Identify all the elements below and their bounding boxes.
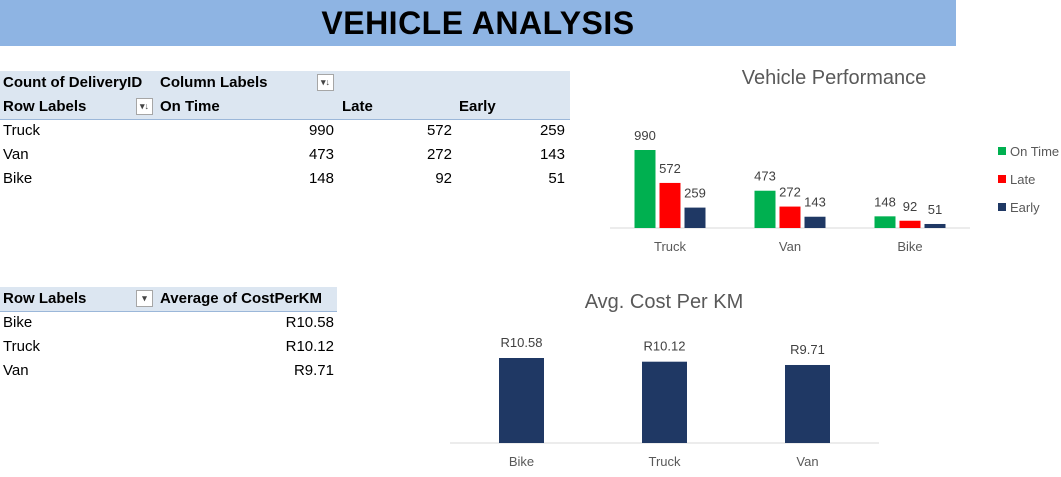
data-label: 473 — [754, 169, 776, 184]
pivot-header-row: Count of DeliveryID Column Labels ▾↓ — [0, 71, 570, 95]
category-label: Bike — [509, 454, 534, 469]
dashboard-banner: VEHICLE ANALYSIS — [0, 0, 956, 46]
bar-on-time — [874, 216, 896, 228]
legend-label: Early — [1010, 200, 1040, 215]
dashboard-title: VEHICLE ANALYSIS — [321, 4, 635, 41]
vehicle-performance-chart[interactable]: Vehicle Performance 990 572 259 Truck 473 272 1… — [590, 58, 1061, 263]
data-label: 572 — [659, 161, 681, 176]
legend-swatch — [998, 175, 1006, 183]
table-row[interactable]: Van 473 272 143 — [0, 143, 570, 167]
row-label: Van — [3, 146, 29, 163]
bar-on-time — [754, 190, 776, 228]
bar-early — [804, 216, 826, 228]
bar-cost — [642, 361, 687, 443]
row-label: Truck — [3, 122, 40, 139]
data-label: 92 — [903, 199, 917, 214]
data-label: 272 — [779, 185, 801, 200]
bar-cost — [499, 358, 544, 443]
col-header-late: Late — [342, 98, 373, 115]
bar-early — [684, 207, 706, 228]
bar-early — [924, 223, 946, 228]
category-label: Bike — [897, 239, 922, 254]
row-label: Truck — [3, 338, 40, 355]
cell-value: R10.58 — [285, 314, 334, 331]
legend-swatch — [998, 147, 1006, 155]
data-label: R10.12 — [644, 339, 686, 354]
bar-late — [899, 220, 921, 228]
row-label: Bike — [3, 314, 33, 331]
category-label: Van — [779, 239, 801, 254]
table-row[interactable]: Bike 148 92 51 — [0, 167, 570, 191]
pivot-table-cost: Row Labels ▾ Average of CostPerKM Bike R… — [0, 287, 337, 383]
cell-value: 473 — [308, 146, 334, 163]
chart-title: Avg. Cost Per KM — [585, 291, 744, 313]
col-header-early: Early — [459, 98, 496, 115]
cell-value: 143 — [539, 146, 565, 163]
data-label: 143 — [804, 195, 826, 210]
row-label: Bike — [3, 170, 33, 187]
category-label: Truck — [654, 239, 687, 254]
data-label: R10.58 — [501, 335, 543, 350]
pivot-header-row: Row Labels ▾ Average of CostPerKM — [0, 287, 337, 312]
table-row[interactable]: Truck R10.12 — [0, 335, 337, 359]
col-header-on-time: On Time — [160, 98, 220, 115]
cell-value: 92 — [435, 170, 452, 187]
value-field-header[interactable]: Count of DeliveryID — [3, 74, 143, 91]
chart-title: Vehicle Performance — [742, 67, 927, 89]
avg-cost-chart[interactable]: Avg. Cost Per KM R10.58 Bike R10.12 Truck R9.… — [440, 282, 890, 472]
cell-value: R10.12 — [285, 338, 334, 355]
bar-late — [659, 182, 681, 228]
data-label: 259 — [684, 186, 706, 201]
column-filter-button[interactable]: ▾↓ — [317, 74, 334, 91]
data-label: R9.71 — [790, 342, 825, 357]
cell-value: R9.71 — [293, 362, 334, 379]
cell-value: 990 — [308, 122, 334, 139]
cell-value: 51 — [548, 170, 565, 187]
data-label: 990 — [634, 128, 656, 143]
row-filter-button[interactable]: ▾ — [136, 290, 153, 307]
cell-value: 148 — [308, 170, 334, 187]
table-row[interactable]: Bike R10.58 — [0, 311, 337, 335]
pivot-table-deliveries: Count of DeliveryID Column Labels ▾↓ Row… — [0, 71, 570, 191]
category-label: Van — [796, 454, 818, 469]
vehicle-performance-svg: Vehicle Performance990572259Truck4732721… — [610, 67, 1059, 254]
legend-label: Late — [1010, 172, 1035, 187]
row-labels-header[interactable]: Row Labels — [3, 290, 87, 307]
bar-on-time — [634, 150, 656, 228]
legend-swatch — [998, 203, 1006, 211]
cell-value: 272 — [426, 146, 452, 163]
table-row[interactable]: Truck 990 572 259 — [0, 119, 570, 143]
category-label: Truck — [648, 454, 681, 469]
row-labels-header[interactable]: Row Labels — [3, 98, 87, 115]
legend-label: On Time — [1010, 144, 1059, 159]
cell-value: 572 — [426, 122, 452, 139]
pivot-subheader-row: Row Labels ▾↓ On Time Late Early — [0, 95, 570, 120]
value-field-header[interactable]: Average of CostPerKM — [160, 290, 322, 307]
data-label: 148 — [874, 194, 896, 209]
cell-value: 259 — [539, 122, 565, 139]
bar-cost — [785, 364, 830, 443]
table-row[interactable]: Van R9.71 — [0, 359, 337, 383]
column-labels-header[interactable]: Column Labels — [160, 74, 268, 91]
avg-cost-svg: Avg. Cost Per KM R10.58 Bike R10.12 Truck R9.… — [450, 291, 879, 469]
data-label: 51 — [928, 202, 942, 217]
row-filter-button[interactable]: ▾↓ — [136, 98, 153, 115]
bar-late — [779, 206, 801, 228]
row-label: Van — [3, 362, 29, 379]
